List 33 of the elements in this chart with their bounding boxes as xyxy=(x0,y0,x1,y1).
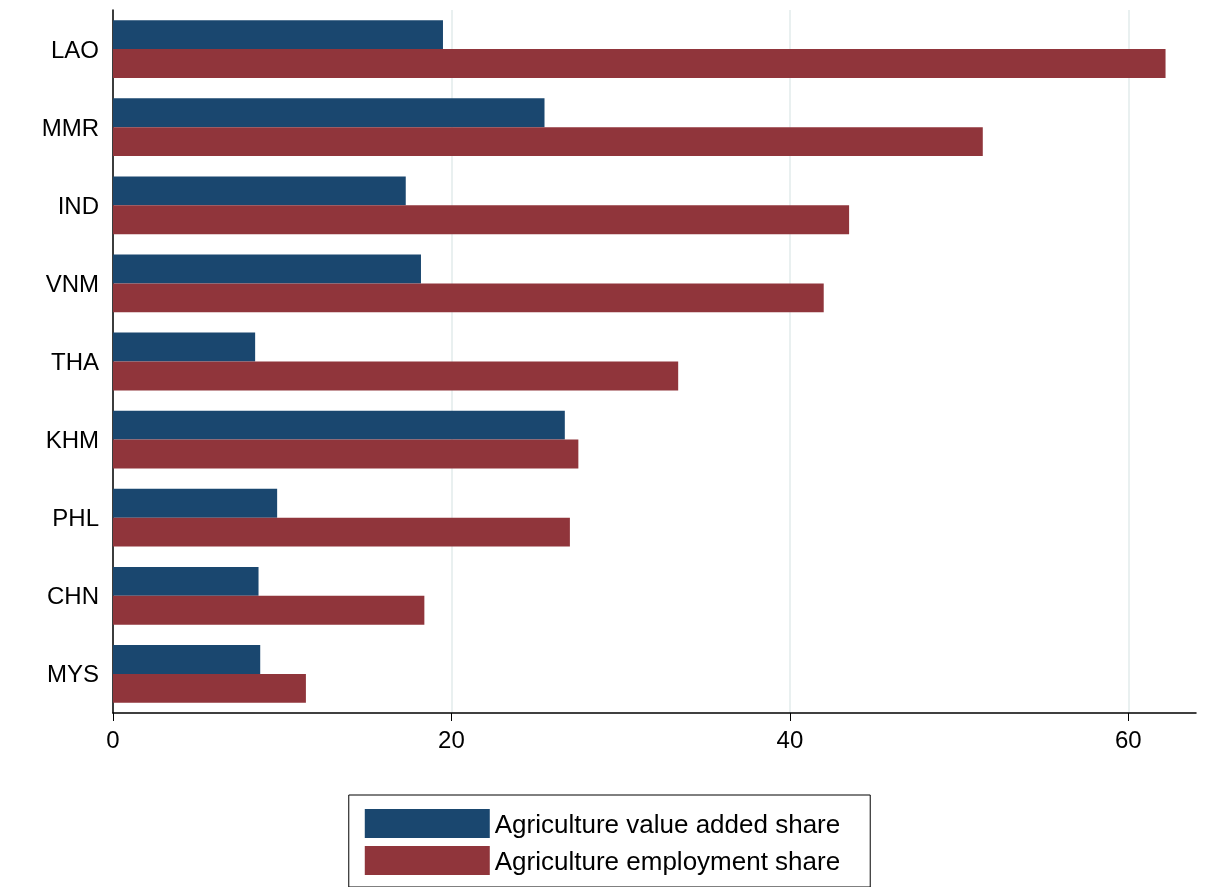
bar xyxy=(113,254,421,284)
x-tick-label: 60 xyxy=(1114,725,1142,753)
bar xyxy=(113,20,443,50)
legend-label: Agriculture employment share xyxy=(494,845,841,876)
y-tick-label: MMR xyxy=(41,113,99,141)
y-tick-label: LAO xyxy=(50,35,99,63)
bar xyxy=(113,595,425,625)
y-tick-label: CHN xyxy=(47,582,99,610)
bar xyxy=(113,49,1166,78)
y-tick-label: VNM xyxy=(45,269,99,297)
legend-label: Agriculture value added share xyxy=(494,808,841,839)
bar xyxy=(113,332,256,362)
y-tick-label: MYS xyxy=(46,660,99,688)
y-tick-label: KHM xyxy=(45,426,99,454)
y-tick-label: PHL xyxy=(52,504,99,532)
bar xyxy=(113,645,261,674)
bar xyxy=(113,127,983,157)
bar xyxy=(113,410,565,440)
y-tick-label: THA xyxy=(51,348,99,375)
bar xyxy=(113,566,259,596)
x-tick-label: 0 xyxy=(106,725,120,753)
bar xyxy=(113,205,850,235)
bar xyxy=(113,361,679,391)
y-tick-label: IND xyxy=(57,191,99,219)
bar xyxy=(113,488,278,518)
x-tick-label: 40 xyxy=(776,725,804,753)
bar xyxy=(113,98,545,128)
bar xyxy=(113,673,306,703)
bar xyxy=(113,439,579,469)
bar xyxy=(113,517,570,547)
x-tick-label: 20 xyxy=(438,725,465,753)
bar xyxy=(113,176,406,206)
bar xyxy=(113,283,824,313)
